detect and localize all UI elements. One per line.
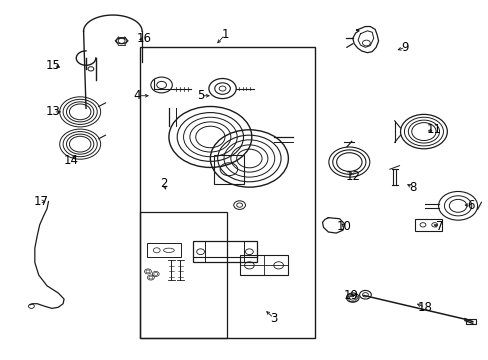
Text: 11: 11	[427, 123, 441, 136]
Text: 8: 8	[408, 181, 416, 194]
Text: 5: 5	[197, 89, 204, 102]
Text: 17: 17	[33, 195, 48, 208]
Text: 18: 18	[417, 301, 431, 314]
Text: 6: 6	[467, 199, 474, 212]
Text: 10: 10	[336, 220, 351, 233]
Text: 19: 19	[343, 289, 358, 302]
Bar	[147, 243, 181, 257]
Text: 9: 9	[401, 41, 408, 54]
Text: 2: 2	[160, 177, 167, 190]
Bar	[214, 155, 243, 184]
Text: 16: 16	[137, 32, 152, 45]
Text: 15: 15	[46, 59, 61, 72]
Bar	[193, 241, 256, 262]
Text: 14: 14	[64, 154, 79, 167]
Text: 4: 4	[133, 89, 141, 102]
Text: 7: 7	[435, 220, 443, 233]
Bar	[414, 219, 442, 231]
Bar	[239, 255, 288, 275]
Text: 3: 3	[269, 311, 277, 325]
Bar	[140, 212, 227, 338]
Text: 1: 1	[221, 28, 228, 41]
Text: 12: 12	[345, 170, 360, 183]
Bar	[466, 319, 475, 324]
Bar	[140, 47, 315, 338]
Text: 13: 13	[46, 105, 61, 118]
